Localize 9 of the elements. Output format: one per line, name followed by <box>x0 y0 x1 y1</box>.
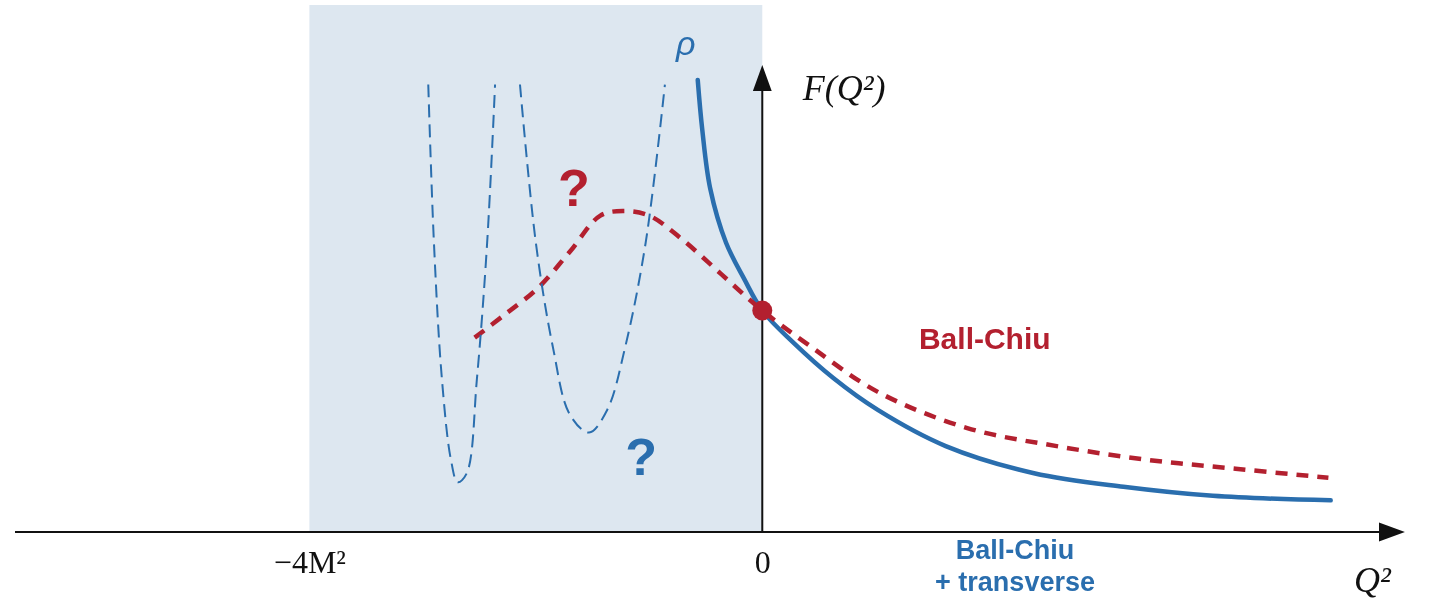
x-tick-label: −4M² <box>273 543 346 580</box>
x-tick-label: 0 <box>754 543 771 580</box>
series-label: Ball-Chiu <box>918 321 1051 355</box>
annotation: ? <box>625 427 657 486</box>
series-label: Ball-Chiu + transverse <box>935 535 1095 598</box>
y-axis-title: F(Q²) <box>801 67 886 108</box>
annotation: ? <box>557 158 590 217</box>
x-axis-title: Q² <box>1354 559 1393 600</box>
annotation: ρ <box>675 24 696 62</box>
